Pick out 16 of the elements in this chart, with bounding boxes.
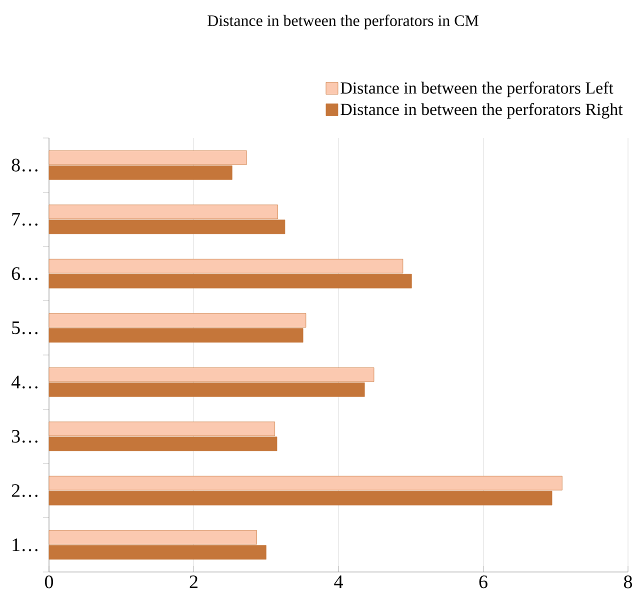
- y-tick-label: 7…: [12, 213, 38, 226]
- y-tick-label: 3…: [12, 430, 38, 443]
- y-tick-label: 6…: [12, 267, 38, 280]
- chart-title: Distance in between the perforators in CM: [208, 14, 478, 30]
- y-tick-label: 1…: [12, 538, 38, 552]
- y-tick-label: 4…: [11, 376, 38, 388]
- y-tick-label: 8…: [12, 158, 38, 172]
- x-tick-label: 8: [624, 576, 632, 588]
- legend-label: Distance in between the perforators Left: [340, 82, 614, 98]
- x-tick-label: 6: [479, 576, 488, 588]
- legend-label: Distance in between the perforators Right: [340, 103, 623, 119]
- x-tick-label: 4: [334, 576, 343, 588]
- y-tick-label: 2…: [12, 484, 38, 498]
- y-tick-label: 5…: [12, 322, 38, 334]
- x-tick-label: 0: [44, 576, 54, 588]
- x-tick-label: 2: [190, 576, 198, 588]
